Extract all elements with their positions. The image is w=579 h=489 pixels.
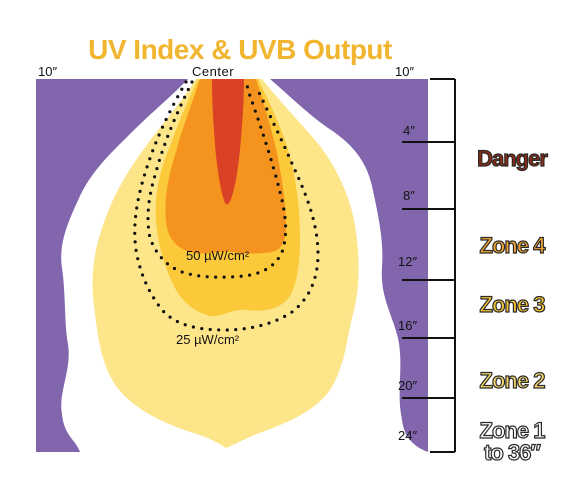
contour-50-dotted xyxy=(146,80,288,279)
zone-1-label: Zone 1 xyxy=(479,418,546,443)
red-core-region xyxy=(212,79,244,205)
distance-ruler xyxy=(402,78,456,453)
flux-label-50: 50 µW/cm² xyxy=(186,248,250,263)
ruler-label-4: 4″ xyxy=(403,123,415,138)
zone-4-label: Zone 4 xyxy=(479,233,546,258)
flux-label-25: 25 µW/cm² xyxy=(176,332,240,347)
ruler-label-8: 8″ xyxy=(403,188,415,203)
ruler-label-16: 16″ xyxy=(398,318,418,333)
zone-3-label: Zone 3 xyxy=(479,292,546,317)
ruler-label-12: 12″ xyxy=(398,254,418,269)
diagram-title: UV Index & UVB Output xyxy=(88,34,392,65)
center-label: Center xyxy=(192,64,235,79)
right-distance-label: 10″ xyxy=(395,64,415,79)
ruler-label-24: 24″ xyxy=(398,428,418,443)
zone-1-range-label: to 36″ xyxy=(483,440,541,465)
left-distance-label: 10″ xyxy=(38,64,58,79)
zone-2-label: Zone 2 xyxy=(479,368,546,393)
ruler-label-20: 20″ xyxy=(398,378,418,393)
contour-25-dotted xyxy=(133,80,320,332)
zone-danger-label: Danger xyxy=(476,146,548,171)
